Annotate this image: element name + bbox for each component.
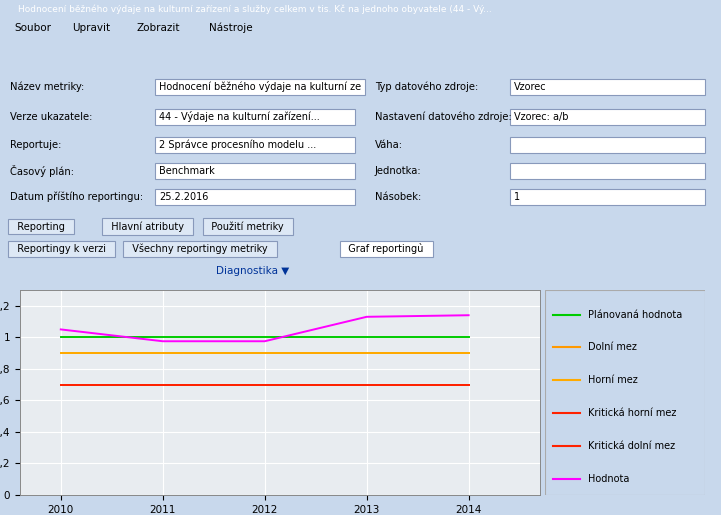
Text: Váha:: Váha: — [375, 140, 403, 150]
FancyBboxPatch shape — [155, 109, 355, 125]
Text: Reportuje:: Reportuje: — [10, 140, 61, 150]
Text: Diagnostika ▼: Diagnostika ▼ — [216, 266, 290, 276]
Text: Násobek:: Násobek: — [375, 192, 421, 202]
Text: Vzorec: a/b: Vzorec: a/b — [514, 112, 568, 122]
Text: Kritická dolní mez: Kritická dolní mez — [588, 441, 676, 451]
FancyBboxPatch shape — [510, 137, 705, 153]
Text: Benchmark: Benchmark — [159, 166, 215, 176]
Text: Hodnocení běžného výdaje na kulturní ze: Hodnocení běžného výdaje na kulturní ze — [159, 81, 361, 93]
Text: Vzorec: Vzorec — [514, 82, 547, 92]
Text: Kritická horní mez: Kritická horní mez — [588, 408, 676, 418]
Text: Upravit: Upravit — [72, 23, 110, 33]
FancyBboxPatch shape — [155, 137, 355, 153]
FancyBboxPatch shape — [510, 79, 705, 95]
FancyBboxPatch shape — [510, 109, 705, 125]
Text: Verze ukazatele:: Verze ukazatele: — [10, 112, 92, 122]
FancyBboxPatch shape — [155, 163, 355, 179]
Text: 44 - Výdaje na kulturní zařízení...: 44 - Výdaje na kulturní zařízení... — [159, 112, 319, 123]
Text: Časový plán:: Časový plán: — [10, 165, 74, 177]
Text: Zobrazit: Zobrazit — [137, 23, 180, 33]
Text: 2 Správce procesního modelu ...: 2 Správce procesního modelu ... — [159, 140, 317, 150]
Text: Nastavení datového zdroje:: Nastavení datového zdroje: — [375, 112, 512, 122]
FancyBboxPatch shape — [510, 163, 705, 179]
Text: Jednotka:: Jednotka: — [375, 166, 422, 176]
Text: Hodnocení běžného výdaje na kulturní zařízení a služby celkem v tis. Kč na jedno: Hodnocení běžného výdaje na kulturní zař… — [18, 5, 492, 14]
FancyBboxPatch shape — [155, 189, 355, 205]
Text: Nástroje: Nástroje — [209, 23, 253, 33]
FancyBboxPatch shape — [510, 189, 705, 205]
Text: Datum příštího reportingu:: Datum příštího reportingu: — [10, 192, 143, 202]
Text: 25.2.2016: 25.2.2016 — [159, 192, 208, 202]
Text: Hlavní atributy: Hlavní atributy — [105, 221, 190, 232]
Text: Použití metriky: Použití metriky — [205, 221, 291, 232]
FancyBboxPatch shape — [155, 79, 365, 95]
Text: 1: 1 — [514, 192, 520, 202]
Text: Hodnota: Hodnota — [588, 474, 629, 484]
Text: Reportingy k verzi: Reportingy k verzi — [11, 244, 112, 254]
Text: Soubor: Soubor — [14, 23, 51, 33]
Text: Plánovaná hodnota: Plánovaná hodnota — [588, 310, 683, 320]
Text: Reporting: Reporting — [11, 221, 71, 232]
Text: Název metriky:: Název metriky: — [10, 82, 84, 92]
Text: Dolní mez: Dolní mez — [588, 342, 637, 352]
Text: Typ datového zdroje:: Typ datového zdroje: — [375, 82, 478, 92]
Text: Všechny reportingy metriky: Všechny reportingy metriky — [126, 244, 274, 254]
Text: Graf reportingù: Graf reportingù — [342, 244, 430, 254]
Text: Horní mez: Horní mez — [588, 375, 638, 385]
